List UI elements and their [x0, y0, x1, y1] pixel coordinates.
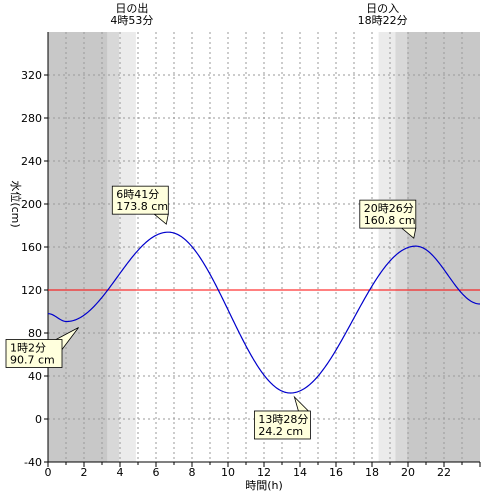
x-tick-label: 22 — [437, 466, 451, 479]
y-tick-label: 40 — [28, 370, 42, 383]
x-tick-label: 14 — [293, 466, 307, 479]
y-tick-label: 280 — [21, 112, 42, 125]
x-tick-label: 0 — [45, 466, 52, 479]
tide-curve — [47, 231, 481, 394]
x-tick-label: 6 — [153, 466, 160, 479]
series-group — [47, 231, 481, 394]
x-tick-label: 18 — [365, 466, 379, 479]
annotation-time: 20時26分 — [364, 202, 414, 215]
twilight-band — [395, 32, 408, 462]
y-tick-label: -40 — [24, 456, 42, 469]
sunrise-time: 4時53分 — [110, 14, 153, 27]
x-tick-label: 8 — [189, 466, 196, 479]
y-tick-label: 320 — [21, 69, 42, 82]
annotation-pointer — [293, 395, 310, 412]
x-axis-label: 時間(h) — [245, 479, 283, 492]
y-tick-label: 120 — [21, 284, 42, 297]
x-tick-label: 4 — [117, 466, 124, 479]
annotation-box — [5, 339, 63, 368]
y-tick-label: 160 — [21, 241, 42, 254]
x-tick-label: 16 — [329, 466, 343, 479]
twilight-band — [378, 32, 396, 462]
annotation-time: 6時41分 — [116, 188, 159, 201]
annotation-time: 13時28分 — [258, 413, 308, 426]
annotation-time: 1時2分 — [10, 341, 46, 354]
y-tick-label: 80 — [28, 327, 42, 340]
annotation-level: 160.8 cm — [364, 214, 416, 227]
x-tick-label: 20 — [401, 466, 415, 479]
twilight-band — [119, 32, 136, 462]
annotation-level: 90.7 cm — [10, 353, 55, 366]
annotation-box — [111, 185, 169, 215]
y-tick-label: 240 — [21, 155, 42, 168]
y-tick-label: 200 — [21, 198, 42, 211]
x-tick-label: 10 — [221, 466, 235, 479]
grid-lines — [48, 32, 480, 462]
sunrise-label: 日の出 — [115, 1, 148, 15]
annotation-box — [254, 410, 311, 440]
y-axis-label: 水位(cm) — [9, 180, 23, 227]
sunset-label: 日の入 — [366, 2, 399, 15]
annotation-box — [359, 199, 417, 229]
labels: 日の出 4時53分 日の入 18時22分 時間(h) 水位(cm) — [9, 1, 408, 492]
twilight-band — [48, 32, 108, 462]
x-tick-label: 12 — [257, 466, 271, 479]
x-tick-label: 2 — [81, 466, 88, 479]
y-tick-label: 0 — [35, 413, 42, 426]
annotation-level: 173.8 cm — [116, 200, 168, 213]
sunset-time: 18時22分 — [358, 14, 408, 27]
annotation-level: 24.2 cm — [258, 425, 303, 438]
